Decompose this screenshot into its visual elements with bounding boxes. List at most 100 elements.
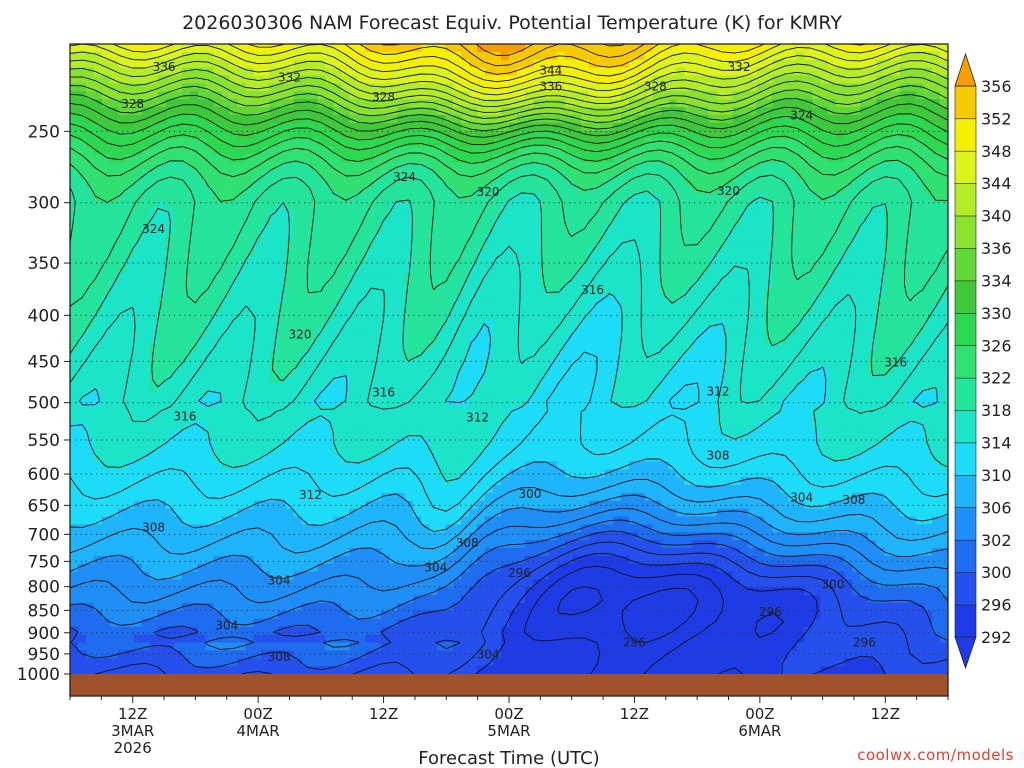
theta-e-cell [77,217,87,226]
theta-e-cell [285,59,295,69]
theta-e-cell [876,122,885,132]
theta-e-cell [636,154,646,163]
theta-e-cell [860,193,869,203]
theta-e-cell [668,201,678,210]
theta-e-cell [660,296,670,305]
theta-e-cell [381,390,390,399]
theta-e-cell [900,296,909,305]
theta-e-cell [357,83,366,92]
theta-e-cell [237,264,247,273]
theta-e-cell [189,398,199,407]
theta-e-cell [149,99,159,108]
theta-e-cell [516,351,526,360]
theta-e-cell [213,296,223,305]
theta-e-cell [644,193,654,203]
theta-e-cell [716,170,726,179]
theta-e-cell [429,146,438,155]
theta-e-cell [293,146,303,155]
theta-e-cell [740,59,750,69]
theta-e-cell [540,91,550,100]
theta-e-cell [524,390,534,399]
theta-e-cell [477,366,486,376]
theta-e-cell [692,162,702,171]
theta-e-cell [748,327,758,336]
theta-e-cell [836,75,845,84]
theta-e-cell [429,185,438,195]
theta-e-cell [205,83,215,92]
theta-e-cell [205,382,215,392]
theta-e-cell [836,303,845,313]
theta-e-cell [724,185,734,195]
theta-e-cell [429,366,438,376]
theta-e-cell [501,280,510,289]
theta-e-cell [932,233,941,242]
theta-e-cell [397,374,406,384]
theta-e-cell [868,248,877,258]
theta-e-cell [516,343,526,352]
theta-e-cell [261,272,271,281]
theta-e-cell [820,351,829,360]
theta-e-cell [205,288,215,297]
theta-e-cell [652,177,662,187]
theta-e-cell [612,114,622,124]
theta-e-cell [516,67,526,77]
theta-e-cell [684,288,694,297]
theta-e-cell [924,201,933,210]
theta-e-cell [141,75,151,84]
theta-e-cell [213,209,223,218]
theta-e-cell [860,83,869,92]
theta-e-cell [309,75,319,84]
theta-e-cell [884,201,893,210]
theta-e-cell [532,146,542,155]
theta-e-cell [197,146,207,155]
theta-e-cell [596,343,606,352]
theta-e-cell [197,91,207,100]
theta-e-cell [516,185,526,195]
theta-e-cell [916,67,925,77]
theta-e-cell [173,83,183,92]
theta-e-cell [157,311,167,321]
theta-e-cell [469,256,478,266]
theta-e-cell [724,75,734,84]
theta-e-cell [692,343,702,352]
theta-e-cell [700,233,710,242]
theta-e-cell [612,130,622,140]
theta-e-cell [556,44,566,53]
theta-e-cell [756,248,766,258]
theta-e-cell [692,67,702,77]
theta-e-cell [524,256,534,266]
theta-e-cell [453,154,462,163]
theta-e-cell [804,146,813,155]
theta-e-cell [509,59,518,69]
theta-e-cell [77,83,87,92]
theta-e-cell [333,225,342,234]
theta-e-cell [556,130,566,140]
theta-e-cell [532,107,542,116]
theta-e-cell [237,296,247,305]
theta-e-cell [181,122,191,132]
theta-e-cell [884,390,893,399]
theta-e-cell [453,44,462,53]
theta-e-cell [349,170,358,179]
theta-e-cell [317,359,327,368]
theta-e-cell [133,225,143,234]
theta-e-cell [309,280,319,289]
theta-e-cell [676,209,686,218]
theta-e-cell [540,256,550,266]
theta-e-cell [293,209,303,218]
theta-e-cell [708,343,718,352]
theta-e-cell [245,217,255,226]
theta-e-cell [149,138,159,147]
theta-e-cell [229,280,239,289]
theta-e-cell [437,59,446,69]
theta-e-cell [165,398,175,407]
theta-e-cell [748,280,758,289]
theta-e-cell [181,303,191,313]
theta-e-cell [381,366,390,376]
theta-e-cell [644,44,654,53]
theta-e-cell [357,162,366,171]
theta-e-cell [540,130,550,140]
theta-e-cell [620,359,630,368]
theta-e-cell [564,75,574,84]
theta-e-cell [604,122,614,132]
